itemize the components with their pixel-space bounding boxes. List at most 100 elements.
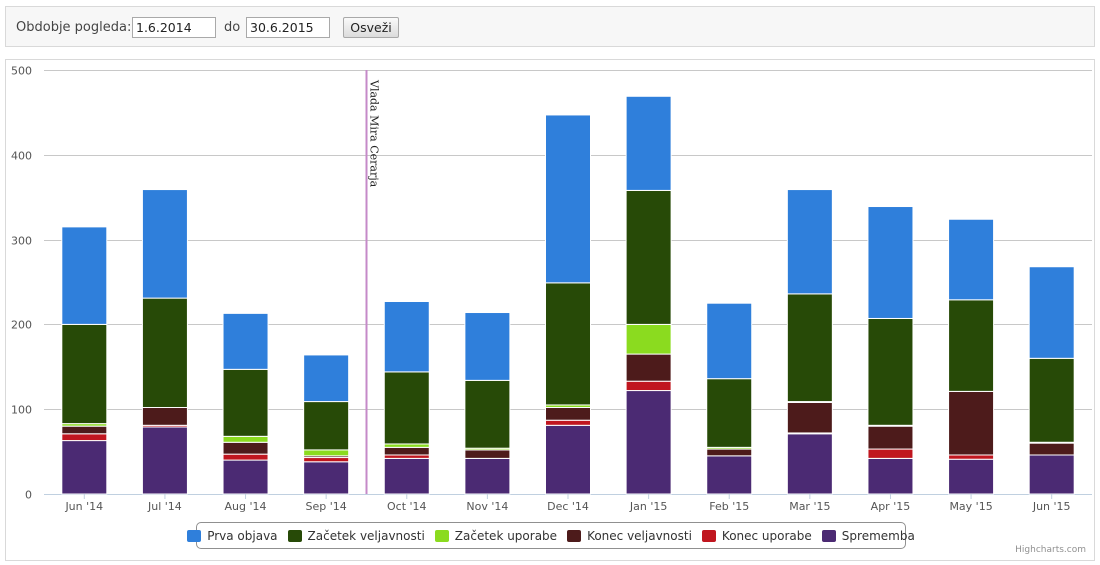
bar-segment <box>222 459 269 495</box>
bar-segment <box>464 312 511 381</box>
bar-segment <box>464 449 511 459</box>
legend-label: Začetek uporabe <box>454 528 558 543</box>
x-tick-label: Feb '15 <box>709 500 749 513</box>
period-label: Obdobje pogleda: <box>16 20 132 35</box>
y-tick-label: 0 <box>25 489 32 502</box>
bar-segment <box>867 425 914 450</box>
date-to-input[interactable] <box>246 17 330 38</box>
legend-swatch <box>701 529 716 542</box>
legend-item[interactable]: Začetek veljavnosti <box>287 528 425 543</box>
bar-segment <box>61 433 108 442</box>
bar-segment <box>222 368 269 437</box>
legend-label: Prva objava <box>207 528 278 543</box>
bar-segment <box>948 454 995 460</box>
bar-segment <box>303 449 350 457</box>
x-tick-label: Jun '14 <box>64 500 103 513</box>
bar-segment <box>786 401 833 434</box>
bar-segment <box>625 323 672 355</box>
bar-segment <box>383 454 430 459</box>
bar-segment <box>786 433 833 495</box>
bar-segment <box>1028 357 1075 443</box>
bar-segment <box>545 407 591 421</box>
legend-swatch <box>287 529 302 542</box>
x-tick-label: May '15 <box>949 500 992 513</box>
legend-swatch <box>821 529 836 542</box>
legend-item[interactable]: Prva objava <box>187 528 278 543</box>
legend-label: Začetek veljavnosti <box>307 528 425 543</box>
legend-item[interactable]: Konec veljavnosti <box>567 529 692 543</box>
legend-item[interactable]: Sprememba <box>821 528 915 543</box>
bar-segment <box>867 206 914 319</box>
bar-segment <box>625 353 672 382</box>
bar-segment <box>1028 266 1075 359</box>
bar-segment <box>222 435 269 443</box>
y-tick-label: 200 <box>11 319 32 332</box>
bar-segment <box>464 457 511 495</box>
bar-segment <box>706 455 753 495</box>
x-tick-label: Jul '14 <box>147 500 182 513</box>
bar-segment <box>1028 442 1075 456</box>
legend-label: Konec uporabe <box>721 528 812 543</box>
bar-segment <box>786 189 833 295</box>
x-tick-label: Aug '14 <box>225 500 267 513</box>
chart-panel: 0 100 200 300 400 500 Jun '14 Jul '14 Aug '14 Sep… <box>5 59 1095 561</box>
bar-segment <box>383 457 430 495</box>
stacked-bar-chart: 0 100 200 300 400 500 Jun '14 Jul '14 Aug '14 Sep… <box>11 65 1092 513</box>
bar-segment <box>948 458 995 495</box>
bar-segment <box>303 401 350 451</box>
bar-segment <box>706 378 753 448</box>
bar-segment <box>383 443 430 448</box>
bar-segment <box>625 390 672 495</box>
bar-segment <box>222 312 269 370</box>
chart-legend: Prva objava Začetek veljavnosti Začetek up… <box>187 522 915 549</box>
bar-segment <box>61 323 108 425</box>
bar-segment <box>61 440 108 495</box>
bar-segment <box>141 426 188 495</box>
y-tick-label: 400 <box>11 150 32 163</box>
legend-swatch <box>187 529 202 542</box>
legend-swatch <box>434 529 449 542</box>
bar-segment <box>1028 454 1075 495</box>
legend-label: Sprememba <box>841 528 915 543</box>
bar-segment <box>61 425 108 435</box>
bar-segment <box>383 301 430 373</box>
date-filter-panel: Obdobje pogleda: do Osveži <box>5 6 1095 47</box>
bar-segment <box>706 448 753 457</box>
x-tick-label: Mar '15 <box>789 500 830 513</box>
bar-segment <box>383 446 430 456</box>
bar-segment <box>867 448 914 459</box>
bar-segment <box>141 189 188 299</box>
bar-segment <box>786 293 833 403</box>
bar-segment <box>222 453 269 461</box>
y-tick-label: 100 <box>11 404 32 417</box>
bar-segment <box>545 114 591 284</box>
bar-segment <box>867 457 914 495</box>
plot-line-label: Vlada Mira Cerarja <box>368 79 381 188</box>
y-tick-label: 300 <box>11 235 32 248</box>
legend-label: Konec veljavnosti <box>587 528 692 543</box>
date-from-input[interactable] <box>132 17 216 38</box>
bar-segment <box>141 407 188 426</box>
bar-segment <box>545 424 591 495</box>
bar-segment <box>222 441 269 455</box>
refresh-button[interactable]: Osveži <box>343 17 399 38</box>
legend-item[interactable]: Začetek uporabe <box>434 528 558 543</box>
x-tick-label: Jun '15 <box>1032 500 1071 513</box>
bar-segment <box>141 297 188 409</box>
bar-segment <box>706 302 753 380</box>
bar-segment <box>383 371 430 445</box>
bar-segment <box>625 95 672 191</box>
credits-link[interactable]: Highcharts.com <box>1015 545 1086 555</box>
x-tick-label: Dec '14 <box>547 500 589 513</box>
bar-segment <box>303 461 350 495</box>
bar-segment <box>867 317 914 426</box>
legend-item[interactable]: Konec uporabe <box>701 528 812 543</box>
bar-segment <box>61 226 108 325</box>
bar-segment <box>948 218 995 301</box>
y-tick-label: 500 <box>11 65 32 78</box>
bar-segment <box>948 299 995 392</box>
bar-segment <box>545 282 591 406</box>
bar-segment <box>303 457 350 463</box>
bar-segment <box>625 189 672 325</box>
bar-segment <box>948 390 995 456</box>
